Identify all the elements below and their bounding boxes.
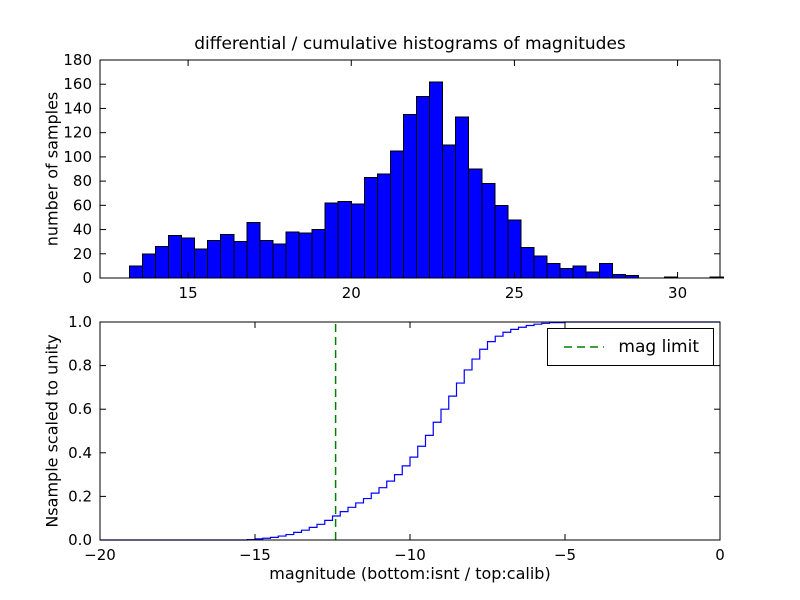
chart-title: differential / cumulative histograms of …	[194, 34, 626, 54]
histogram-bar	[468, 168, 483, 279]
y-tick-label: 0.8	[68, 357, 92, 375]
y-tick-label: 0.2	[68, 487, 92, 505]
y-tick-label: 0.4	[68, 444, 92, 462]
histogram-bar	[376, 173, 391, 279]
top-y-axis-label: number of samples	[42, 91, 62, 247]
legend: mag limit	[547, 328, 714, 366]
y-tick-label: 80	[73, 172, 92, 190]
histogram-bar	[207, 239, 222, 279]
histogram-bar	[272, 243, 287, 279]
y-tick-label: 0	[82, 269, 92, 287]
y-tick-label: 1.0	[68, 313, 92, 331]
histogram-bar	[585, 271, 600, 279]
y-tick-label: 60	[73, 196, 92, 214]
histogram-bar	[559, 267, 574, 279]
mag-limit-line-sample	[564, 346, 605, 348]
y-tick-label: 20	[73, 245, 92, 263]
histogram-bar	[141, 253, 156, 279]
histogram-bar	[337, 201, 352, 279]
x-tick-label: 25	[505, 284, 524, 302]
bottom-frame	[99, 321, 721, 541]
x-axis-label: magnitude (bottom:isnt / top:calib)	[269, 564, 551, 583]
histogram-bar	[363, 176, 378, 279]
x-tick-label: −20	[84, 546, 116, 564]
bottom-y-axis-label: Nsample scaled to unity	[42, 334, 62, 528]
histogram-bar	[494, 204, 509, 279]
histogram-bar	[246, 221, 261, 279]
x-tick-label: −15	[239, 546, 271, 564]
histogram-bar	[168, 235, 183, 279]
histogram-bar	[128, 265, 143, 279]
x-tick-label: 0	[715, 546, 725, 564]
histogram-bar	[533, 255, 548, 279]
histogram-bar	[259, 239, 274, 279]
y-tick-label: 140	[63, 99, 92, 117]
histogram-bar	[402, 114, 418, 279]
histogram-bar	[389, 150, 404, 279]
y-tick-label: 0.6	[68, 400, 92, 418]
histogram-bar	[546, 262, 561, 279]
x-tick-label: 30	[668, 284, 687, 302]
top-frame	[99, 59, 721, 279]
x-tick-label: 20	[342, 284, 361, 302]
histogram-bar	[416, 95, 431, 279]
histogram-bar	[520, 247, 535, 279]
histogram-bar	[611, 273, 626, 279]
cumulative-plot	[100, 321, 720, 541]
histogram-bar	[350, 203, 365, 279]
x-tick-label: −5	[554, 546, 576, 564]
differential-histogram	[128, 81, 724, 279]
legend-label: mag limit	[618, 337, 699, 357]
bottom-axes: −20 −15 −10 −5 0 0.0 0.2 0.4 0.6 0.8 1.0	[68, 313, 725, 564]
x-tick-label: 15	[179, 284, 198, 302]
histogram-bar	[285, 231, 300, 279]
histogram-bar	[311, 229, 326, 279]
histogram-bar	[481, 183, 496, 279]
histogram-bar	[572, 265, 587, 279]
histogram-bar	[598, 262, 613, 279]
y-tick-label: 120	[63, 124, 92, 142]
histogram-bar	[324, 202, 339, 279]
y-tick-label: 180	[63, 51, 92, 69]
x-tick-label: −10	[394, 546, 426, 564]
histogram-bar	[233, 241, 248, 279]
histogram-bar	[507, 219, 522, 279]
y-tick-label: 0.0	[68, 531, 92, 549]
histogram-bar	[455, 116, 470, 279]
y-tick-label: 40	[73, 221, 92, 239]
y-tick-label: 160	[63, 75, 92, 93]
histogram-bar	[442, 144, 457, 279]
histogram-bar	[220, 233, 235, 279]
top-axes: 15 20 25 30 0 20 40 60 80 100 120 140 160 180	[63, 51, 721, 302]
histogram-bar	[154, 246, 170, 279]
histogram-bar	[194, 248, 209, 279]
histogram-bar	[298, 232, 313, 279]
histogram-bar	[429, 81, 444, 279]
y-tick-label: 100	[63, 148, 92, 166]
cumulative-line	[100, 321, 720, 541]
